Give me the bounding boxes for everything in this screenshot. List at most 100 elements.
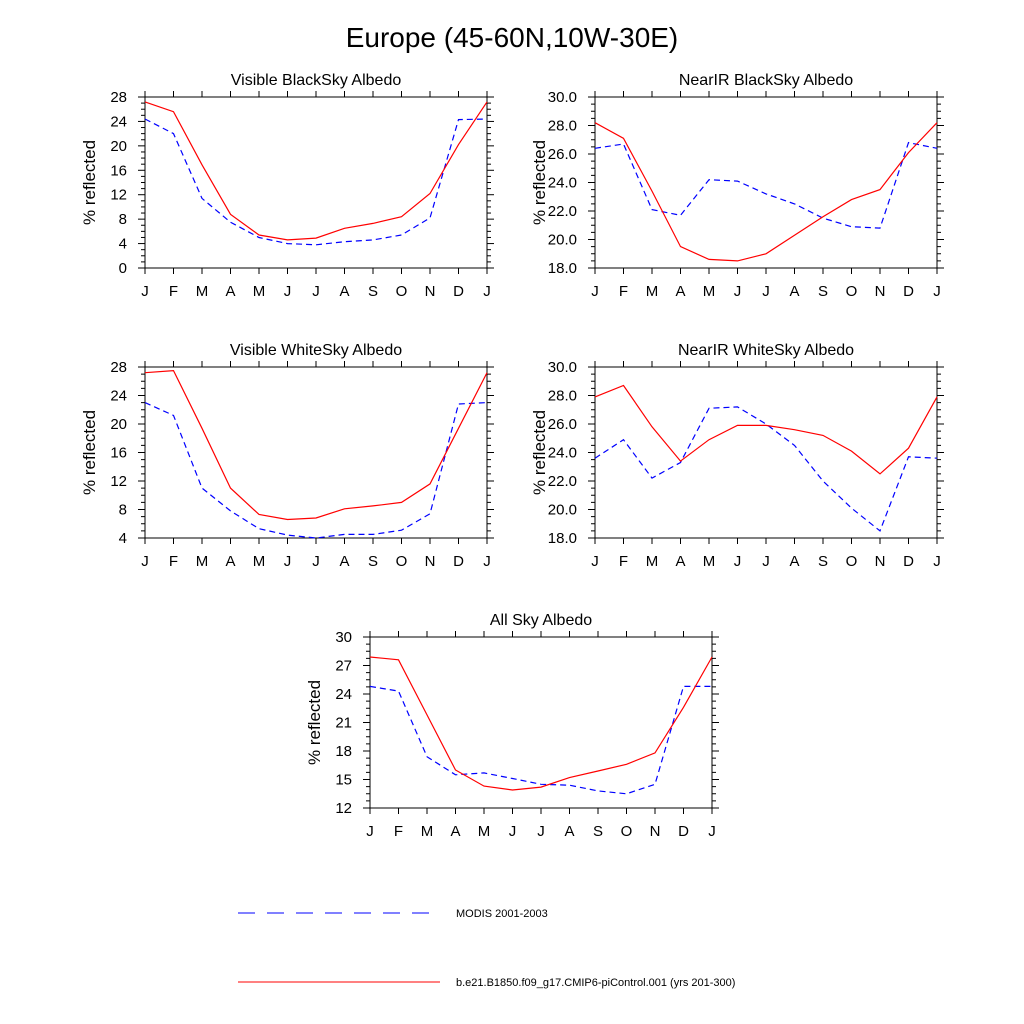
y-tick-label: 30.0: [548, 359, 577, 376]
x-tick-label: F: [169, 283, 178, 300]
series-line-modis: [594, 141, 938, 229]
y-tick-label: 12: [110, 187, 127, 204]
x-tick-label: J: [312, 283, 320, 300]
y-tick-label: 4: [119, 236, 127, 253]
y-tick-label: 27: [335, 658, 352, 675]
y-tick-label: 22.0: [548, 203, 577, 220]
y-tick-label: 18.0: [548, 530, 577, 547]
legend-label-model: b.e21.B1850.f09_g17.CMIP6-piControl.001 …: [456, 977, 735, 989]
y-tick-label: 24: [110, 113, 127, 130]
x-tick-label: D: [453, 553, 464, 570]
x-tick-label: O: [621, 823, 633, 840]
y-tick-label: 15: [335, 772, 352, 789]
x-tick-label: N: [650, 823, 661, 840]
y-axis-label: % reflected: [80, 140, 99, 225]
x-tick-label: J: [483, 283, 491, 300]
series-line-modis: [594, 406, 938, 532]
y-tick-label: 30.0: [548, 89, 577, 106]
x-tick-label: F: [394, 823, 403, 840]
x-tick-label: A: [789, 283, 799, 300]
y-tick-label: 4: [119, 530, 127, 547]
plot-frame: [594, 366, 938, 539]
y-tick-label: 18: [335, 743, 352, 760]
x-tick-label: D: [453, 283, 464, 300]
y-axis-label: % reflected: [305, 680, 324, 765]
y-tick-label: 12: [110, 473, 127, 490]
x-tick-label: F: [619, 553, 628, 570]
x-tick-label: A: [339, 553, 349, 570]
x-tick-label: J: [591, 283, 599, 300]
x-tick-label: M: [253, 283, 266, 300]
series-line-model: [144, 369, 488, 521]
y-tick-label: 8: [119, 211, 127, 228]
x-tick-label: M: [253, 553, 266, 570]
y-tick-label: 22.0: [548, 473, 577, 490]
series-line-model: [369, 656, 713, 791]
x-tick-label: J: [933, 283, 941, 300]
y-tick-label: 20.0: [548, 232, 577, 249]
x-tick-label: N: [425, 283, 436, 300]
y-tick-label: 26.0: [548, 146, 577, 163]
legend: MODIS 2001-2003 b.e21.B1850.f09_g17.CMIP6…: [238, 908, 735, 989]
panel-title: NearIR BlackSky Albedo: [679, 72, 853, 89]
plot-frame: [144, 366, 488, 539]
x-tick-label: D: [678, 823, 689, 840]
y-tick-label: 16: [110, 445, 127, 462]
x-tick-label: M: [646, 283, 659, 300]
y-tick-label: 21: [335, 715, 352, 732]
x-tick-label: J: [734, 553, 742, 570]
y-tick-label: 28.0: [548, 388, 577, 405]
series-line-model: [594, 122, 938, 262]
x-tick-label: J: [509, 823, 517, 840]
panel-title: Visible WhiteSky Albedo: [230, 342, 402, 359]
series-line-model: [144, 101, 488, 241]
x-tick-label: O: [396, 283, 408, 300]
y-tick-label: 20: [110, 416, 127, 433]
x-tick-label: O: [846, 553, 858, 570]
y-tick-label: 28: [110, 89, 127, 106]
x-tick-label: F: [169, 553, 178, 570]
x-tick-label: M: [421, 823, 434, 840]
x-tick-label: M: [196, 283, 209, 300]
x-tick-label: S: [368, 283, 378, 300]
x-tick-label: J: [284, 553, 292, 570]
y-tick-label: 8: [119, 502, 127, 519]
x-tick-label: J: [366, 823, 374, 840]
y-tick-label: 28.0: [548, 118, 577, 135]
legend-label-modis: MODIS 2001-2003: [456, 908, 548, 920]
x-tick-label: M: [478, 823, 491, 840]
y-tick-label: 24: [335, 686, 352, 703]
y-axis-label: % reflected: [80, 410, 99, 495]
x-tick-label: F: [619, 283, 628, 300]
x-tick-label: S: [368, 553, 378, 570]
x-tick-label: A: [450, 823, 460, 840]
x-tick-label: O: [396, 553, 408, 570]
y-tick-label: 20: [110, 138, 127, 155]
series-line-model: [594, 384, 938, 475]
panel-title: All Sky Albedo: [490, 612, 592, 629]
x-tick-label: A: [339, 283, 349, 300]
panel-title: NearIR WhiteSky Albedo: [678, 342, 854, 359]
x-tick-label: D: [903, 553, 914, 570]
series-line-modis: [369, 685, 712, 795]
plot-frame: [144, 96, 488, 269]
x-tick-label: N: [875, 553, 886, 570]
x-tick-label: M: [646, 553, 659, 570]
x-tick-label: S: [818, 553, 828, 570]
y-tick-label: 24.0: [548, 445, 577, 462]
x-tick-label: S: [593, 823, 603, 840]
x-tick-label: N: [875, 283, 886, 300]
y-tick-label: 26.0: [548, 416, 577, 433]
x-tick-label: J: [762, 553, 770, 570]
x-tick-label: J: [284, 283, 292, 300]
y-tick-label: 24.0: [548, 175, 577, 192]
x-tick-label: J: [141, 283, 149, 300]
x-tick-label: J: [483, 553, 491, 570]
x-tick-label: J: [933, 553, 941, 570]
x-tick-label: A: [225, 553, 235, 570]
x-tick-label: A: [564, 823, 574, 840]
